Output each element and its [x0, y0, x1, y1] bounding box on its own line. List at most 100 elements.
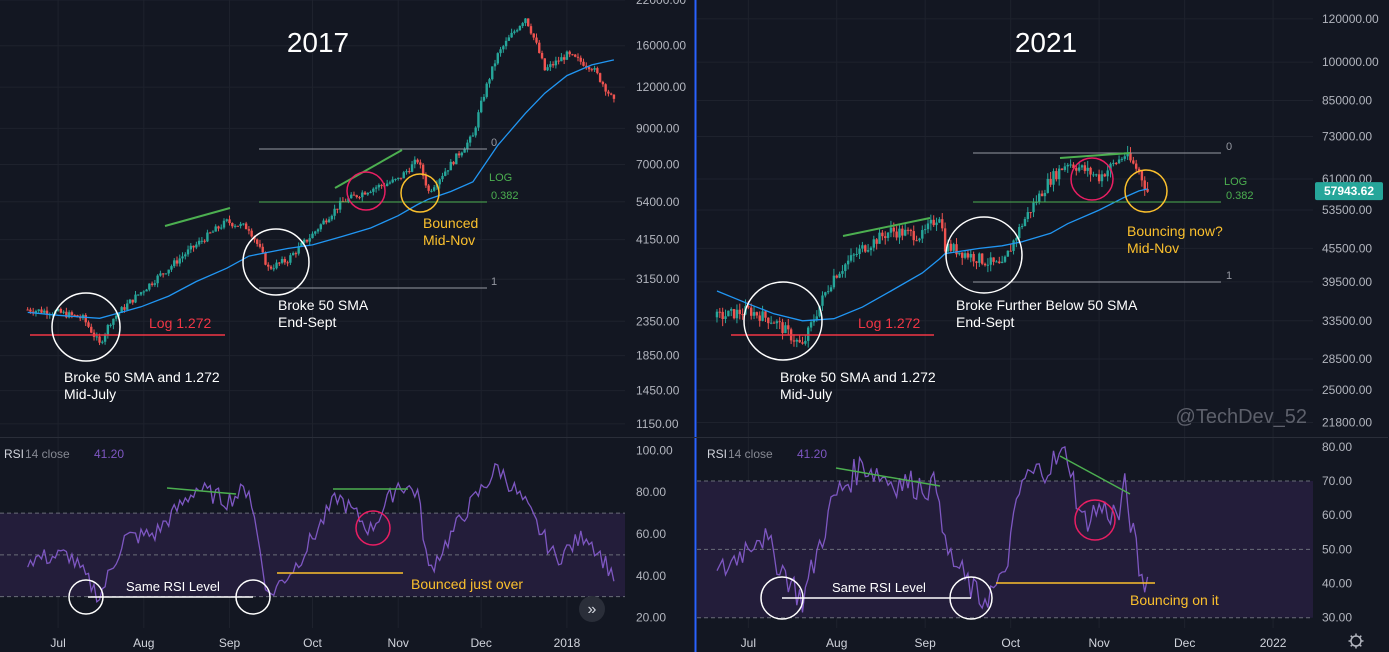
candle-body [926, 223, 930, 230]
candle-body [767, 317, 770, 324]
candle-body [239, 223, 242, 227]
gear-tooth [1350, 635, 1353, 638]
fib-label-1: 1 [1226, 270, 1232, 282]
rsi-divergence-line [835, 467, 941, 487]
panel-p2017: 22000.00 16000.00 12000.00 9000.00 7000.00 54… [0, 0, 702, 650]
candle-body [986, 264, 990, 266]
scroll-to-latest-bg[interactable] [579, 596, 605, 622]
candle-body [1052, 171, 1055, 185]
candle-body [1055, 171, 1058, 180]
candle-body [43, 310, 46, 313]
candle-body [938, 219, 941, 223]
candle-body [921, 230, 924, 239]
candle-body [554, 60, 558, 66]
candle-body [452, 161, 455, 165]
candle-body [369, 191, 372, 193]
x-tick-label: Nov [1088, 636, 1109, 650]
candle-body [901, 228, 904, 236]
candle-body [918, 238, 921, 241]
candle-body [826, 291, 830, 293]
candle-body [727, 310, 730, 317]
scroll-to-latest-button[interactable]: » [579, 596, 605, 622]
candle-body [29, 309, 32, 312]
settings-gear-icon[interactable] [1348, 633, 1364, 649]
candle-body [159, 273, 162, 276]
annotation-b2-line-1: Broke Further Below 50 SMA [956, 297, 1138, 313]
candle-body [778, 321, 781, 323]
candle-body [297, 246, 300, 254]
price-tick-label: 1150.00 [636, 417, 679, 431]
candle-body [1134, 163, 1138, 169]
rsi-tick-label: 60.00 [636, 527, 666, 541]
candle-body [59, 308, 63, 313]
candle-body [269, 266, 273, 269]
candle-body [67, 312, 71, 318]
candle-body [846, 260, 850, 265]
candle-body [1100, 174, 1104, 182]
candle-body [576, 56, 580, 58]
price-tick-label: 5400.00 [636, 195, 680, 209]
candle-body [1003, 256, 1007, 262]
candle-body [1006, 250, 1010, 257]
rsi-header-params: 14 close [728, 447, 773, 461]
candle-body [1095, 174, 1098, 176]
fib-label-log: LOG [1224, 176, 1247, 188]
candle-body [280, 259, 284, 263]
candle-body [341, 200, 345, 202]
x-tick-label: Oct [303, 636, 322, 650]
annotation-a1-line-1: Broke 50 SMA and 1.272 [64, 369, 220, 385]
candle-body [156, 275, 159, 284]
candle-body [1120, 158, 1124, 160]
candle-body [995, 261, 998, 263]
candle-body [419, 162, 422, 165]
current-price-value: 57943.62 [1324, 184, 1374, 198]
candle-body [289, 255, 292, 263]
rsi-line [27, 462, 615, 603]
candle-body [496, 53, 499, 64]
candle-body [835, 275, 838, 278]
candle-body [37, 309, 40, 311]
candle-body [189, 245, 193, 250]
price-tick-label: 9000.00 [636, 121, 680, 135]
candle-body [178, 258, 181, 264]
candle-body [983, 263, 987, 266]
candle-body [139, 292, 143, 295]
candle-body [242, 223, 245, 225]
candle-body [424, 175, 428, 186]
rsi-tick-label: 100.00 [636, 443, 673, 457]
candle-body [137, 294, 140, 296]
candle-body [609, 93, 613, 95]
candle-body [510, 32, 513, 38]
candle-body [886, 232, 890, 238]
price-tick-label: 1450.00 [636, 384, 680, 398]
candle-body [330, 215, 334, 220]
candle-body [374, 187, 378, 189]
x-tick-label: Dec [1174, 636, 1195, 650]
candle-body [557, 60, 560, 62]
candle-body [363, 192, 367, 195]
candle-body [955, 244, 958, 255]
candle-body [546, 67, 549, 71]
candle-body [755, 312, 759, 316]
candle-body [804, 340, 807, 344]
candle-body [408, 171, 411, 173]
candle-body [747, 306, 750, 308]
candle-body [45, 310, 49, 315]
candle-body [1032, 202, 1035, 213]
candle-body [529, 26, 533, 34]
price-tick-label: 100000.00 [1322, 55, 1379, 69]
candle-body [524, 18, 527, 24]
candle-body [1115, 162, 1118, 164]
candle-body [855, 254, 858, 256]
candle-body [493, 63, 497, 67]
candle-body [112, 318, 115, 325]
candle-body [479, 100, 483, 113]
candle-body [300, 242, 303, 247]
candle-body [380, 184, 383, 186]
x-tick-label: Aug [133, 636, 154, 650]
candle-body [438, 179, 441, 185]
rsi-header-value: 41.20 [94, 447, 124, 461]
candle-body [186, 249, 190, 255]
rsi-header-label: RSI [707, 447, 727, 461]
candle-body [1137, 168, 1141, 172]
